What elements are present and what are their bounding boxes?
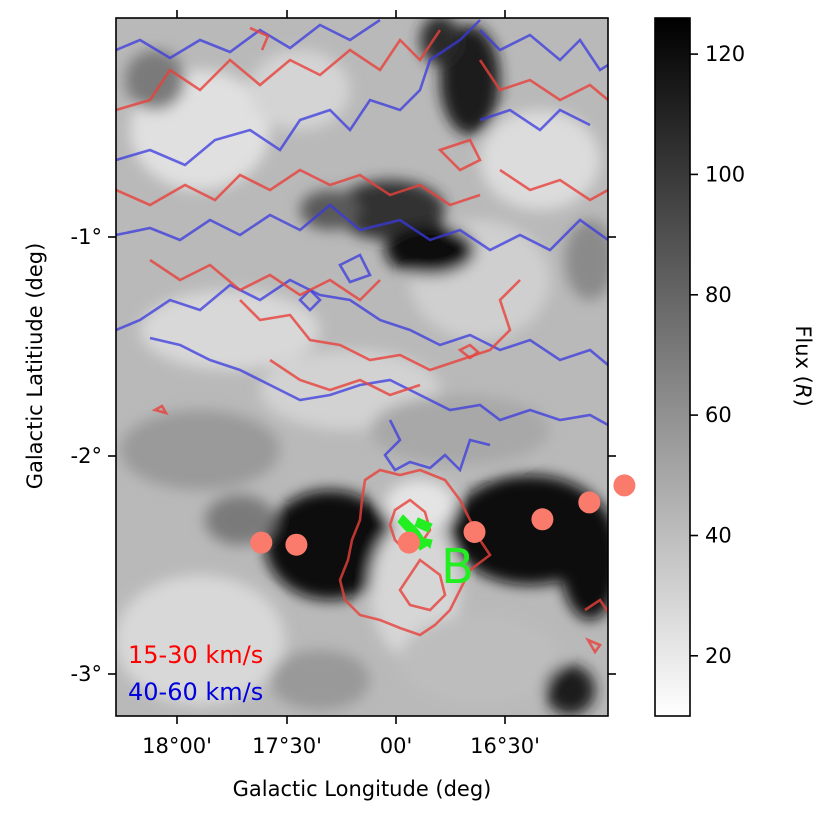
plot-frame (115, 17, 609, 717)
red-contour (499, 168, 608, 202)
colorbar-tick-label: 20 (705, 644, 732, 668)
blue-contour (116, 278, 608, 366)
blue-contour (116, 19, 481, 167)
red-contour (239, 279, 521, 372)
colorbar-title: Flux (R) (791, 325, 815, 406)
red-contour (478, 59, 608, 102)
red-contour (338, 468, 492, 637)
colorbar-ticks: 20 40 60 80 100 120 (690, 42, 745, 668)
red-contour (398, 558, 447, 612)
red-contour (437, 138, 482, 172)
contours-15-30 (116, 26, 608, 655)
colorbar-title-unit: R (791, 384, 815, 399)
colorbar-title-close: ) (791, 398, 815, 406)
axis-ticks (108, 10, 616, 724)
colorbar-tick-label: 40 (705, 524, 732, 548)
y-tick-label: -1° (71, 225, 102, 249)
x-axis-title: Galactic Longitude (deg) (233, 777, 492, 801)
red-contour (249, 26, 270, 51)
marker-point-2 (285, 533, 308, 556)
colorbar-tick-label: 120 (705, 42, 745, 66)
red-contour (584, 637, 603, 655)
legend-item-15-30: 15-30 km/s (128, 641, 263, 669)
x-tick-label: 17°30' (252, 734, 322, 758)
x-tick-label: 18°00' (142, 734, 212, 758)
flux-map (116, 18, 608, 716)
blue-contour (383, 419, 491, 473)
blue-contour (116, 18, 381, 60)
x-tick-label: 16°30' (470, 734, 540, 758)
contours-40-60 (116, 18, 608, 473)
legend-item-40-60: 40-60 km/s (128, 678, 263, 706)
blue-contour (338, 253, 372, 284)
colorbar-tick-label: 100 (705, 162, 745, 186)
marker-point-7 (613, 474, 636, 497)
colorbar: 20 40 60 80 100 120 Flux (R) (654, 17, 815, 717)
colorbar-tick-label: 80 (705, 283, 732, 307)
blue-contour (116, 203, 608, 252)
blue-contour (479, 29, 608, 72)
marker-point-3 (397, 531, 420, 554)
red-contour (149, 258, 381, 302)
marker-point-6 (578, 491, 601, 514)
marker-point-5 (531, 508, 554, 531)
colorbar-title-main: Flux ( (791, 325, 815, 384)
x-tick-label: 00' (380, 734, 413, 758)
colorbar-gradient (654, 17, 691, 717)
green-arrow (418, 537, 433, 549)
y-tick-label: -2° (71, 444, 102, 468)
red-contour (116, 29, 442, 112)
red-contour (116, 168, 481, 207)
marker-points (250, 474, 636, 556)
red-contour (457, 343, 481, 360)
blue-contour (479, 108, 591, 132)
marker-point-1 (250, 531, 273, 554)
red-contour (584, 598, 608, 613)
red-contour (269, 358, 421, 397)
y-tick-label: -3° (71, 662, 102, 686)
blue-contour (298, 288, 322, 312)
marker-point-4 (463, 521, 486, 543)
y-axis-title: Galactic Latitiude (deg) (23, 243, 47, 490)
colorbar-tick-label: 60 (705, 403, 732, 427)
blue-contour (149, 336, 608, 427)
source-label-b: B (441, 539, 474, 595)
red-contour (151, 404, 169, 416)
green-arrow (414, 517, 433, 533)
